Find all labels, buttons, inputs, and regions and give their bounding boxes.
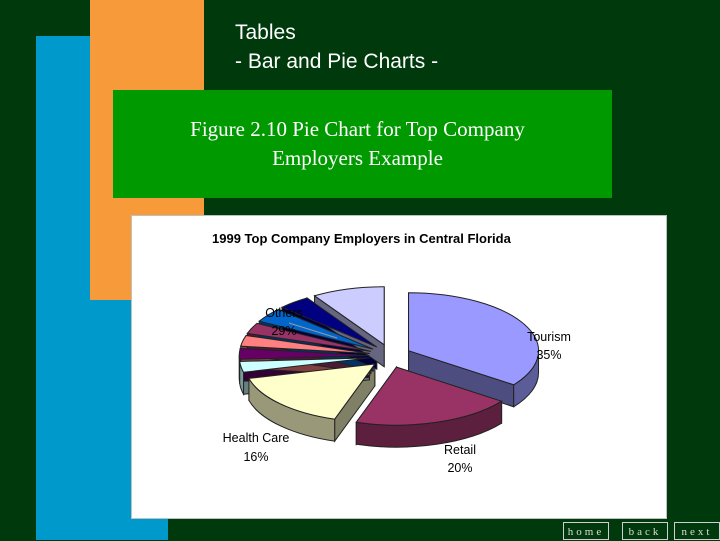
label-others-value: 29% xyxy=(271,324,296,338)
back-button[interactable]: back xyxy=(622,522,668,540)
label-tourism-name: Tourism xyxy=(527,330,571,344)
pie-chart-panel: 1999 Top Company Employers in Central Fl… xyxy=(131,215,667,519)
label-retail-name: Retail xyxy=(444,443,476,457)
label-tourism-value: 35% xyxy=(536,348,561,362)
label-health-care-name: Health Care xyxy=(223,431,290,445)
label-retail-value: 20% xyxy=(447,461,472,475)
pie-chart: 1999 Top Company Employers in Central Fl… xyxy=(132,216,666,518)
figure-caption-box: Figure 2.10 Pie Chart for Top Company Em… xyxy=(113,90,612,198)
slide-title: Tables - Bar and Pie Charts - xyxy=(235,18,438,76)
figure-caption-line1: Figure 2.10 Pie Chart for Top Company xyxy=(113,115,602,144)
label-health-care-value: 16% xyxy=(243,450,268,464)
next-button[interactable]: next xyxy=(674,522,720,540)
slide-title-line2: - Bar and Pie Charts - xyxy=(235,47,438,76)
figure-caption: Figure 2.10 Pie Chart for Top Company Em… xyxy=(113,115,602,173)
label-others-name: Others xyxy=(265,306,303,320)
chart-title: 1999 Top Company Employers in Central Fl… xyxy=(212,231,512,246)
home-button[interactable]: home xyxy=(563,522,609,540)
slide-title-line1: Tables xyxy=(235,18,438,47)
figure-caption-line2: Employers Example xyxy=(113,144,602,173)
